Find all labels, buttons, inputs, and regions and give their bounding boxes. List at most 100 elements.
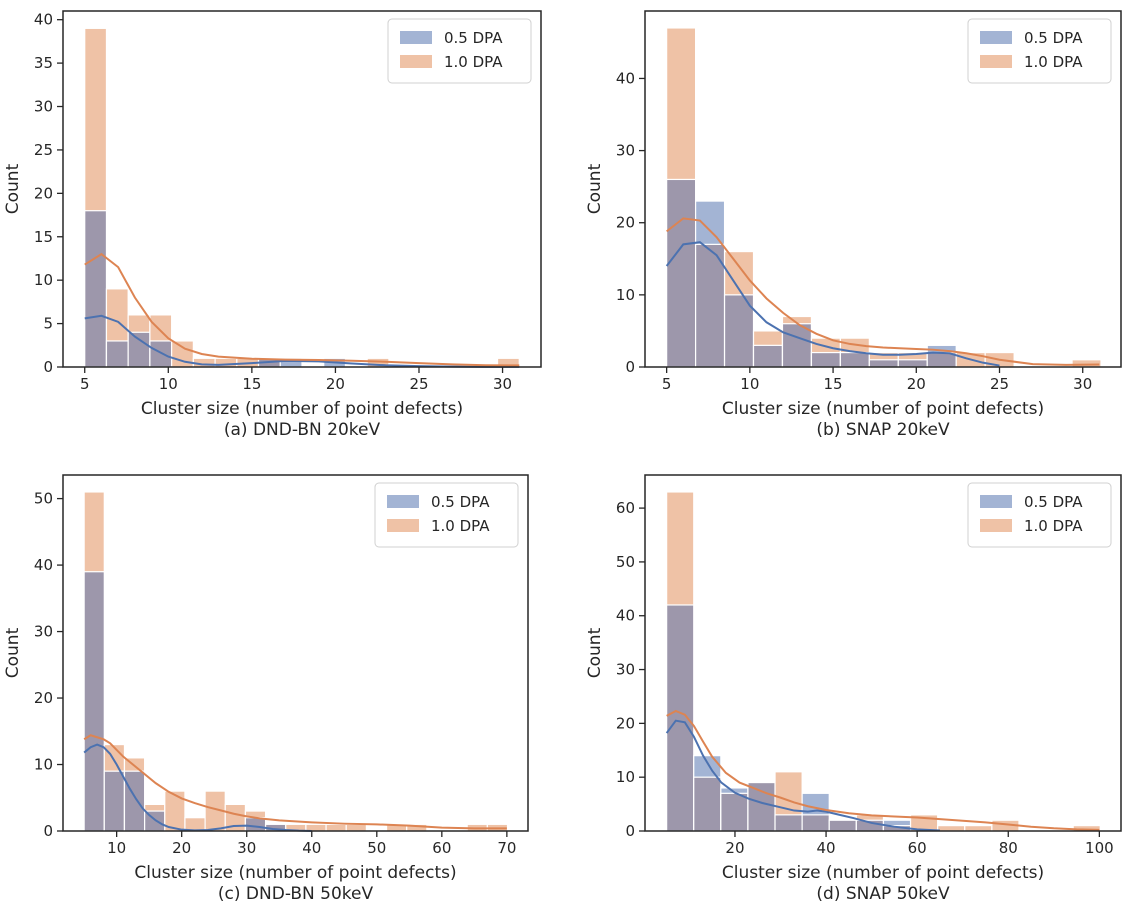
chart-panel-4: 20 40 60 80 100 0 10 20 30 40 50 60 Cluster size (nu… bbox=[585, 474, 1122, 904]
bar-0-5-dpa bbox=[666, 604, 695, 832]
legend-label-0-5-dpa: 0.5 DPA bbox=[431, 493, 490, 511]
y-tick-label: 30 bbox=[34, 623, 53, 641]
x-tick-label: 60 bbox=[432, 839, 451, 857]
x-tick-label: 15 bbox=[824, 375, 843, 393]
kde-line-1-0-dpa bbox=[666, 217, 1100, 366]
legend-label-1-0-dpa: 1.0 DPA bbox=[1024, 53, 1083, 71]
x-tick-label: 30 bbox=[1073, 375, 1092, 393]
legend: 0.5 DPA 1.0 DPA bbox=[374, 482, 519, 548]
kde-line-1-0-dpa bbox=[84, 252, 520, 367]
y-tick-label: 35 bbox=[34, 54, 53, 72]
bar-0-5-dpa bbox=[752, 344, 784, 368]
panel-caption: (a) DND-BN 20keV bbox=[224, 420, 381, 440]
bar-0-5-dpa bbox=[723, 294, 755, 368]
y-tick-label: 15 bbox=[34, 228, 53, 246]
bar-overlap bbox=[801, 814, 830, 832]
legend-label-0-5-dpa: 0.5 DPA bbox=[1024, 29, 1083, 47]
chart-panel-2: 5 10 15 20 25 30 0 10 20 30 40 Cluster size (number… bbox=[585, 10, 1122, 440]
x-tick-label: 40 bbox=[302, 839, 321, 857]
kde-line-0-5-dpa bbox=[665, 241, 1000, 367]
bar-overlap bbox=[693, 776, 722, 832]
y-axis-label: Count bbox=[3, 163, 23, 214]
axes-frame bbox=[644, 10, 1122, 368]
bar-0-5-dpa bbox=[103, 770, 126, 832]
bar-0-5-dpa bbox=[868, 359, 899, 368]
bar-0-5-dpa bbox=[105, 340, 129, 368]
y-tick-label: 30 bbox=[616, 661, 635, 679]
legend-swatch-1-0-dpa bbox=[980, 55, 1012, 68]
y-tick-label: 30 bbox=[616, 142, 635, 160]
panel-caption: (c) DND-BN 50keV bbox=[218, 884, 374, 904]
y-tick-label: 20 bbox=[616, 214, 635, 232]
legend-label-1-0-dpa: 1.0 DPA bbox=[431, 517, 490, 535]
legend-label-0-5-dpa: 0.5 DPA bbox=[1024, 493, 1083, 511]
bar-0-5-dpa bbox=[828, 819, 857, 832]
x-tick-label: 50 bbox=[367, 839, 386, 857]
bar-0-5-dpa bbox=[83, 571, 105, 832]
y-tick-label: 50 bbox=[616, 553, 635, 571]
kde-line-0-5-dpa bbox=[665, 719, 940, 832]
bar-0-5-dpa bbox=[839, 351, 870, 368]
y-tick-label: 20 bbox=[616, 714, 635, 732]
kde-line-0-5-dpa bbox=[84, 314, 520, 368]
bar-1-0-dpa bbox=[325, 823, 347, 832]
x-tick-label: 20 bbox=[725, 839, 744, 857]
bar-0-5-dpa bbox=[666, 178, 697, 368]
legend-swatch-1-0-dpa bbox=[980, 519, 1012, 532]
x-axis-label: Cluster size (number of point defects) bbox=[134, 863, 456, 883]
bar-0-5-dpa bbox=[774, 814, 803, 832]
y-tick-label: 10 bbox=[34, 756, 53, 774]
x-tick-label: 10 bbox=[107, 839, 126, 857]
panel-caption: (d) SNAP 50keV bbox=[816, 884, 950, 904]
legend: 0.5 DPA 1.0 DPA bbox=[967, 18, 1112, 84]
y-tick-label: 20 bbox=[34, 184, 53, 202]
y-axis-label: Count bbox=[585, 627, 605, 678]
y-axis-label: Count bbox=[585, 163, 605, 214]
bar-overlap bbox=[694, 243, 726, 368]
x-tick-label: 15 bbox=[242, 375, 261, 393]
y-tick-label: 5 bbox=[43, 315, 53, 333]
x-tick-label: 60 bbox=[908, 839, 927, 857]
bar-1-0-dpa bbox=[164, 790, 186, 832]
axes-frame bbox=[644, 474, 1122, 832]
axes-frame bbox=[62, 474, 529, 832]
bar-1-0-dpa bbox=[1071, 359, 1102, 368]
x-tick-label: 5 bbox=[80, 375, 90, 393]
bar-0-5-dpa bbox=[810, 351, 841, 368]
y-tick-label: 40 bbox=[616, 607, 635, 625]
bar-1-0-dpa bbox=[937, 825, 966, 832]
y-tick-label: 0 bbox=[43, 822, 53, 840]
legend-label-1-0-dpa: 1.0 DPA bbox=[444, 53, 503, 71]
x-tick-label: 80 bbox=[999, 839, 1018, 857]
chart-panel-3: 10 20 30 40 50 60 70 0 10 20 30 40 50 Cluster size (n… bbox=[3, 474, 529, 904]
bar-1-0-dpa bbox=[345, 823, 367, 832]
bar-0-5-dpa bbox=[244, 817, 267, 832]
x-tick-label: 100 bbox=[1085, 839, 1114, 857]
legend-swatch-1-0-dpa bbox=[400, 55, 432, 68]
x-axis-label: Cluster size (number of point defects) bbox=[722, 863, 1044, 883]
y-tick-label: 30 bbox=[34, 98, 53, 116]
y-tick-label: 20 bbox=[34, 689, 53, 707]
y-tick-label: 0 bbox=[43, 358, 53, 376]
x-axis-label: Cluster size (number of point defects) bbox=[722, 399, 1044, 419]
y-tick-label: 50 bbox=[34, 490, 53, 508]
x-tick-label: 25 bbox=[990, 375, 1009, 393]
legend-swatch-0-5-dpa bbox=[400, 31, 432, 44]
x-tick-label: 30 bbox=[237, 839, 256, 857]
panel-caption: (b) SNAP 20keV bbox=[816, 420, 950, 440]
y-tick-label: 40 bbox=[34, 11, 53, 29]
y-tick-label: 60 bbox=[616, 499, 635, 517]
bar-0-5-dpa bbox=[84, 210, 108, 368]
bar-1-0-dpa bbox=[964, 825, 993, 832]
x-tick-label: 30 bbox=[493, 375, 512, 393]
x-tick-label: 20 bbox=[172, 839, 191, 857]
bar-0-5-dpa bbox=[149, 340, 173, 368]
bar-0-5-dpa bbox=[897, 359, 928, 368]
y-tick-label: 10 bbox=[616, 768, 635, 786]
x-tick-label: 20 bbox=[326, 375, 345, 393]
y-tick-label: 40 bbox=[34, 556, 53, 574]
y-tick-label: 0 bbox=[625, 358, 635, 376]
bar-0-5-dpa bbox=[127, 331, 151, 368]
y-tick-label: 10 bbox=[616, 286, 635, 304]
